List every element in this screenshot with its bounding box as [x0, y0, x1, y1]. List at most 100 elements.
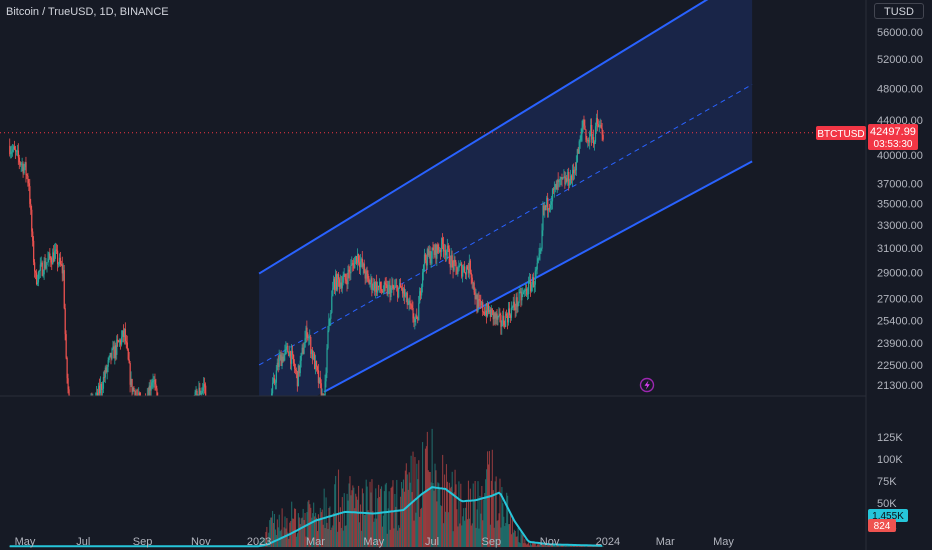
candle	[550, 200, 552, 213]
volume-bar	[565, 545, 567, 547]
channel-lower-line	[323, 160, 753, 393]
candle	[301, 344, 303, 356]
time-axis-label: Nov	[540, 536, 560, 548]
volume-bar	[291, 501, 293, 547]
volume-bar	[513, 529, 515, 547]
volume-bar	[333, 512, 335, 547]
volume-bar	[490, 480, 492, 547]
volume-bar	[485, 479, 487, 547]
candle	[320, 379, 322, 396]
volume-value: 824	[874, 521, 891, 532]
currency-button[interactable]: TUSD	[874, 3, 924, 19]
volume-bar	[564, 545, 566, 547]
candle	[29, 178, 31, 208]
volume-bar	[448, 482, 450, 547]
volume-bar	[305, 536, 307, 547]
price-axis[interactable]: 56000.0052000.0048000.0044000.0040000.00…	[877, 27, 923, 392]
candle	[372, 283, 374, 294]
volume-bar	[370, 492, 372, 547]
candle	[461, 261, 463, 279]
lightning-icon[interactable]	[639, 377, 655, 393]
candle	[282, 352, 284, 363]
candle	[319, 370, 321, 389]
candle	[324, 374, 326, 396]
candle	[579, 135, 581, 149]
time-axis[interactable]: May Jul Sep Nov 2023 Mar May Jul Sep Nov 2024 Mar Ma…	[15, 536, 735, 548]
volume-bar	[463, 508, 465, 547]
candle	[438, 243, 440, 254]
candle	[587, 137, 589, 148]
candle	[58, 253, 61, 267]
volume-bar	[561, 545, 563, 547]
candle	[391, 276, 393, 293]
candle	[334, 276, 336, 294]
volume-bar	[518, 542, 520, 547]
time-axis-label: Jul	[76, 536, 90, 548]
candle	[318, 377, 320, 384]
candle	[285, 341, 287, 356]
candle	[477, 293, 479, 313]
volume-bar	[271, 517, 273, 547]
volume-bar	[525, 543, 527, 547]
candle	[430, 251, 432, 268]
candle	[359, 253, 362, 276]
candle	[200, 390, 202, 395]
candle	[35, 269, 38, 286]
volume-bar	[541, 543, 543, 547]
candle	[529, 273, 531, 284]
candle	[347, 265, 349, 289]
volume-bar	[574, 545, 577, 547]
time-axis-label: 2024	[596, 536, 620, 548]
volume-bar	[499, 478, 501, 547]
candle	[419, 287, 421, 304]
candle	[501, 320, 503, 335]
volume-bar	[417, 479, 419, 547]
volume-bar	[259, 541, 261, 547]
volume-bar	[475, 527, 477, 547]
volume-bar	[451, 471, 453, 547]
volume-bar	[386, 533, 388, 547]
candle	[131, 378, 133, 396]
volume-bar	[532, 543, 534, 547]
candle	[360, 257, 363, 268]
candle	[358, 255, 361, 274]
parallel-channel[interactable]	[258, 0, 753, 427]
candle	[390, 285, 392, 301]
candle	[46, 262, 48, 273]
candle	[299, 355, 301, 377]
volume-bar	[533, 543, 535, 547]
candle	[326, 344, 328, 379]
candle	[304, 330, 306, 348]
volume-bar	[384, 484, 386, 547]
price-axis-label: 21300.00	[877, 380, 923, 392]
volume-bar	[310, 507, 312, 547]
volume-bar	[385, 482, 387, 547]
candle	[445, 249, 448, 262]
volume-bar	[470, 525, 472, 547]
candle	[561, 173, 563, 187]
time-axis-label: Mar	[656, 536, 675, 548]
volume-bar	[336, 531, 339, 547]
candle	[101, 381, 104, 396]
volume-bar	[465, 501, 468, 547]
candle	[486, 300, 489, 318]
candle	[569, 178, 571, 189]
candle	[432, 241, 434, 251]
candle	[150, 379, 152, 396]
candle	[111, 347, 113, 361]
volume-bar	[379, 488, 382, 547]
candle	[27, 172, 29, 187]
candle	[64, 303, 66, 341]
volume-bar	[392, 480, 394, 547]
candle	[558, 179, 560, 188]
candle	[511, 305, 514, 310]
volume-bar	[331, 527, 333, 547]
candle	[134, 390, 136, 396]
candle	[30, 198, 32, 215]
volume-bar	[551, 545, 553, 547]
volume-bar	[492, 490, 494, 547]
candle	[361, 250, 363, 269]
volume-bar	[337, 469, 340, 547]
candle	[114, 340, 116, 365]
